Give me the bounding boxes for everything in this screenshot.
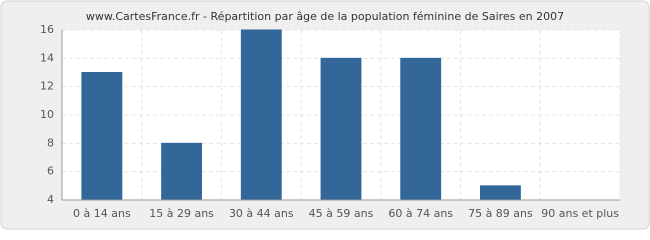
bar [81,72,123,201]
bar [161,142,202,201]
bar [240,29,282,201]
bar [320,57,362,201]
x-tick-label: 30 à 44 ans [229,207,294,220]
y-tick-label: 16 [40,23,54,36]
x-tick-label: 75 à 89 ans [468,207,533,220]
x-tick-label: 60 à 74 ans [388,207,453,220]
x-tick-label: 90 ans et plus [541,207,619,220]
y-tick-label: 8 [47,136,54,149]
x-tick-label: 15 à 29 ans [149,207,214,220]
x-tick-label: 0 à 14 ans [73,207,131,220]
bar [400,57,442,201]
chart-title: www.CartesFrance.fr - Répartition par âg… [86,10,564,23]
y-tick-label: 14 [40,51,54,64]
x-tick-label: 45 à 59 ans [309,207,374,220]
y-tick-label: 12 [40,80,54,93]
y-tick-label: 6 [47,165,54,178]
bar [480,185,521,201]
y-tick-label: 4 [47,193,54,206]
y-tick-label: 10 [40,108,54,121]
chart: www.CartesFrance.fr - Répartition par âg… [0,0,650,230]
